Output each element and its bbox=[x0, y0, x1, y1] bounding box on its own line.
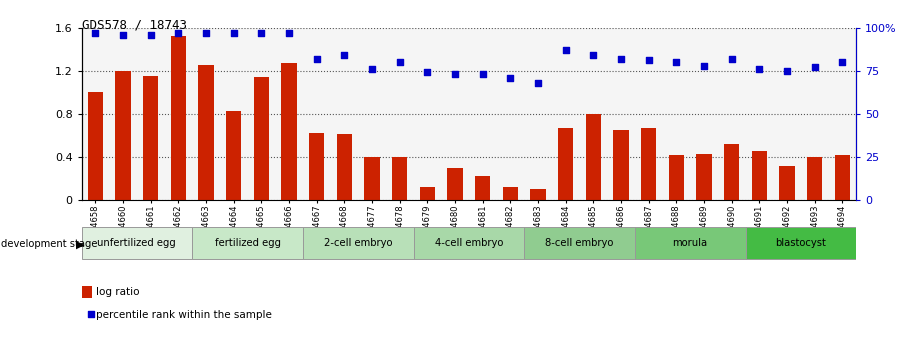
Bar bbox=[697, 154, 711, 200]
Bar bbox=[198, 65, 214, 200]
Bar bbox=[641, 128, 656, 200]
Point bbox=[254, 30, 268, 36]
Text: percentile rank within the sample: percentile rank within the sample bbox=[96, 310, 272, 319]
Bar bbox=[309, 133, 324, 200]
Point bbox=[365, 66, 380, 72]
Point bbox=[613, 56, 628, 61]
Bar bbox=[724, 144, 739, 200]
FancyBboxPatch shape bbox=[413, 227, 525, 259]
Point bbox=[476, 71, 490, 77]
Bar bbox=[530, 189, 545, 200]
Bar bbox=[143, 76, 159, 200]
Point bbox=[697, 63, 711, 68]
Point bbox=[448, 71, 462, 77]
Bar bbox=[475, 176, 490, 200]
Text: ▶: ▶ bbox=[76, 239, 84, 249]
Point bbox=[835, 59, 850, 65]
Point bbox=[725, 56, 739, 61]
Point bbox=[558, 47, 573, 53]
Point bbox=[641, 58, 656, 63]
Bar bbox=[364, 157, 380, 200]
Point bbox=[503, 75, 517, 80]
FancyBboxPatch shape bbox=[746, 227, 856, 259]
FancyBboxPatch shape bbox=[82, 227, 192, 259]
Bar bbox=[226, 111, 241, 200]
Bar bbox=[669, 155, 684, 200]
Bar bbox=[613, 130, 629, 200]
Point bbox=[198, 30, 213, 36]
Bar bbox=[834, 155, 850, 200]
Bar bbox=[88, 92, 103, 200]
Text: unfertilized egg: unfertilized egg bbox=[98, 238, 177, 248]
Point bbox=[282, 30, 296, 36]
Bar bbox=[448, 168, 463, 200]
Bar bbox=[282, 63, 296, 200]
Point bbox=[670, 59, 684, 65]
Bar bbox=[586, 114, 601, 200]
Point bbox=[226, 30, 241, 36]
Bar bbox=[558, 128, 573, 200]
Bar bbox=[807, 157, 823, 200]
Bar bbox=[170, 36, 186, 200]
Point bbox=[88, 30, 102, 36]
FancyBboxPatch shape bbox=[635, 227, 746, 259]
Text: 4-cell embryo: 4-cell embryo bbox=[435, 238, 503, 248]
Bar bbox=[503, 187, 518, 200]
FancyBboxPatch shape bbox=[303, 227, 413, 259]
Point bbox=[531, 80, 545, 86]
Bar bbox=[779, 166, 795, 200]
Point bbox=[143, 32, 158, 37]
Point bbox=[420, 70, 435, 75]
Bar bbox=[752, 150, 767, 200]
Point bbox=[116, 32, 130, 37]
Point bbox=[310, 56, 324, 61]
Bar bbox=[392, 157, 408, 200]
Bar bbox=[419, 187, 435, 200]
FancyBboxPatch shape bbox=[525, 227, 635, 259]
Bar bbox=[337, 134, 352, 200]
Text: 2-cell embryo: 2-cell embryo bbox=[324, 238, 392, 248]
Point bbox=[337, 52, 352, 58]
Bar bbox=[115, 71, 130, 200]
Bar bbox=[254, 77, 269, 200]
Text: 8-cell embryo: 8-cell embryo bbox=[545, 238, 613, 248]
Point bbox=[392, 59, 407, 65]
Text: development stage: development stage bbox=[1, 239, 98, 249]
Point bbox=[586, 52, 601, 58]
Point bbox=[752, 66, 766, 72]
Text: morula: morula bbox=[672, 238, 708, 248]
FancyBboxPatch shape bbox=[192, 227, 303, 259]
Text: GDS578 / 18743: GDS578 / 18743 bbox=[82, 19, 187, 32]
Point bbox=[83, 311, 98, 317]
Text: log ratio: log ratio bbox=[96, 287, 140, 297]
Text: fertilized egg: fertilized egg bbox=[215, 238, 281, 248]
Text: blastocyst: blastocyst bbox=[776, 238, 826, 248]
Point bbox=[171, 30, 186, 36]
Point bbox=[807, 65, 822, 70]
Point bbox=[780, 68, 795, 73]
